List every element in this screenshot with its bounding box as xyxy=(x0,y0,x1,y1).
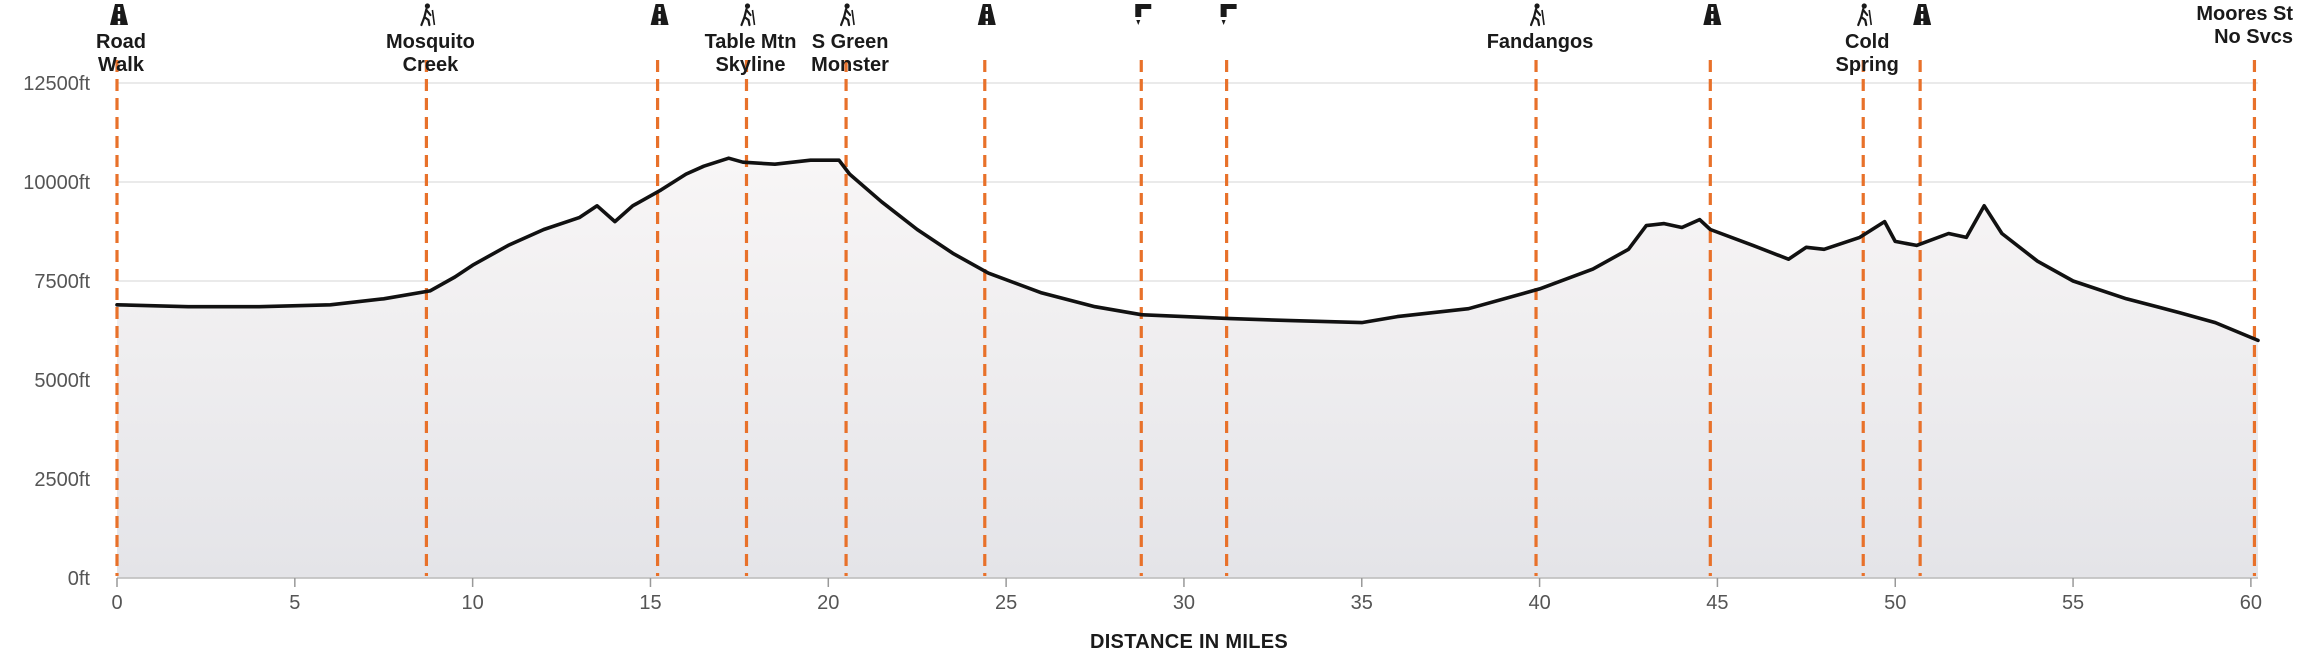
hiker-icon xyxy=(1529,3,1545,27)
x-tick-label: 40 xyxy=(1528,592,1550,614)
x-tick-label: 30 xyxy=(1173,592,1195,614)
x-tick-label: 50 xyxy=(1884,592,1906,614)
x-tick-label: 25 xyxy=(995,592,1017,614)
waypoint-label: Spring xyxy=(1836,54,1899,76)
hiker-icon xyxy=(839,3,855,27)
x-tick-label: 20 xyxy=(817,592,839,614)
y-tick-label: 0ft xyxy=(68,568,91,590)
waypoint-label: Walk xyxy=(98,54,145,76)
y-tick-label: 2500ft xyxy=(34,469,90,491)
elevation-area xyxy=(117,158,2258,578)
y-tick-label: 12500ft xyxy=(23,73,90,95)
x-tick-label: 0 xyxy=(111,592,122,614)
waypoint-label: Fandangos xyxy=(1487,31,1594,53)
waypoint-label: Monster xyxy=(811,54,889,76)
waypoint-label: No Svcs xyxy=(2214,26,2293,48)
x-tick-label: 10 xyxy=(462,592,484,614)
axes: 0ft 2500ft 5000ft 7500ft 10000ft 12500ft 0 5 10 1… xyxy=(23,73,2262,614)
waypoint-label: S Green xyxy=(812,31,889,53)
waypoint-label: Cold xyxy=(1845,31,1889,53)
x-tick-label: 15 xyxy=(639,592,661,614)
hiker-icon xyxy=(1857,3,1873,27)
hiker-icon xyxy=(740,3,756,27)
x-axis-title: DISTANCE IN MILES xyxy=(1090,631,1288,653)
elevation-area-fill xyxy=(117,158,2258,578)
y-tick-label: 10000ft xyxy=(23,172,90,194)
waypoint-label: Road xyxy=(96,31,146,53)
elevation-profile-line xyxy=(115,156,2260,343)
road-icon xyxy=(1703,4,1722,25)
water-faucet-icon xyxy=(1220,4,1237,25)
x-tick-label: 55 xyxy=(2062,592,2084,614)
waypoint-label: Skyline xyxy=(715,54,785,76)
waypoint-label: Mosquito xyxy=(386,31,475,53)
waypoint-label: Moores St xyxy=(2196,3,2293,25)
road-icon xyxy=(977,4,996,25)
waypoint-label: Creek xyxy=(403,54,459,76)
y-tick-label: 5000ft xyxy=(34,370,90,392)
waypoint-label: Table Mtn xyxy=(705,31,797,53)
x-tick-label: 60 xyxy=(2240,592,2262,614)
road-icon xyxy=(650,4,669,25)
x-tick-label: 5 xyxy=(289,592,300,614)
hiker-icon xyxy=(420,3,436,27)
x-tick-label: 45 xyxy=(1706,592,1728,614)
water-faucet-icon xyxy=(1135,4,1152,25)
road-icon xyxy=(1913,4,1932,25)
y-tick-label: 7500ft xyxy=(34,271,90,293)
x-tick-label: 35 xyxy=(1351,592,1373,614)
elevation-line xyxy=(115,156,2260,343)
road-icon xyxy=(110,4,128,25)
